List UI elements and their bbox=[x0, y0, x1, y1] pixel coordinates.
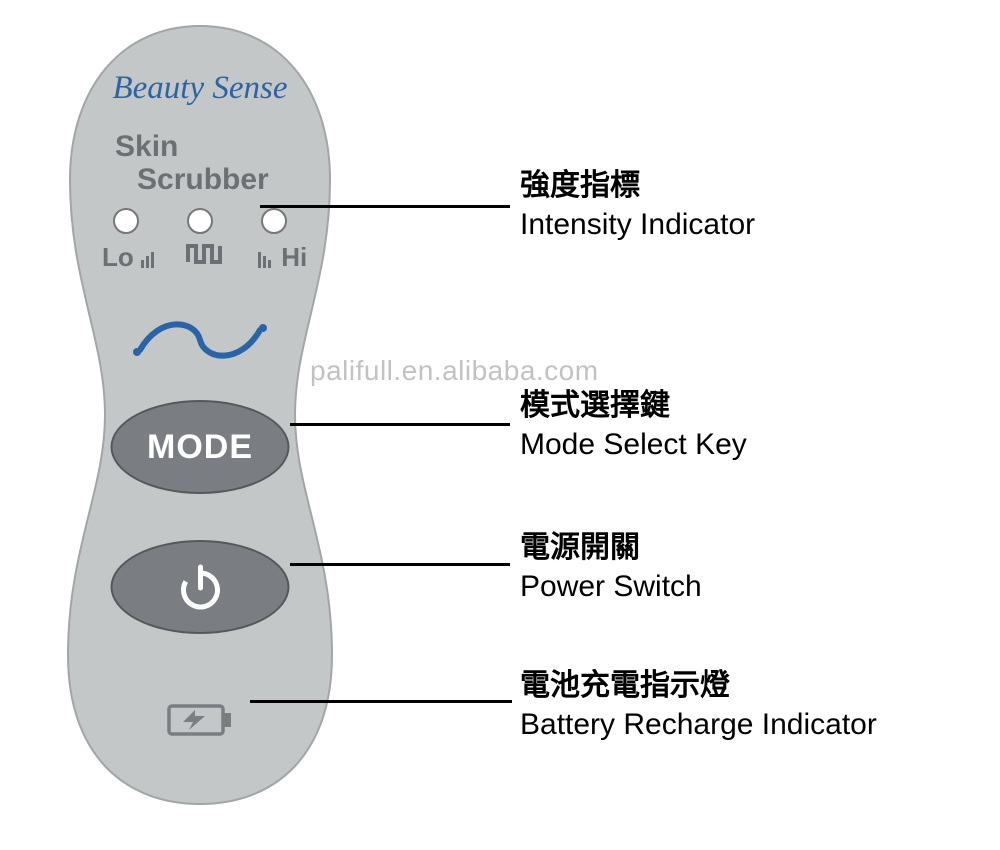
callout-power: 電源開關 Power Switch bbox=[520, 522, 702, 604]
power-icon bbox=[175, 562, 225, 612]
intensity-indicators bbox=[60, 208, 340, 234]
callout-intensity: 強度指標 Intensity Indicator bbox=[520, 160, 755, 242]
product-line1: Skin bbox=[115, 130, 269, 163]
callout-power-cn: 電源開關 bbox=[520, 522, 702, 566]
callout-battery-cn: 電池充電指示燈 bbox=[520, 660, 877, 704]
indicator-lo-icon bbox=[113, 208, 139, 234]
callout-battery-en: Battery Recharge Indicator bbox=[520, 708, 877, 742]
wave-icon bbox=[60, 310, 340, 375]
callout-line-4 bbox=[250, 700, 512, 703]
callout-mode: 模式選擇鍵 Mode Select Key bbox=[520, 380, 747, 462]
callout-line-3 bbox=[290, 563, 510, 566]
hi-bars-icon bbox=[258, 246, 274, 268]
mid-wave-icon bbox=[186, 240, 226, 275]
callout-battery: 電池充電指示燈 Battery Recharge Indicator bbox=[520, 660, 877, 742]
mode-button-label: MODE bbox=[147, 428, 253, 467]
callout-mode-en: Mode Select Key bbox=[520, 428, 747, 462]
callout-intensity-en: Intensity Indicator bbox=[520, 208, 755, 242]
callout-intensity-cn: 強度指標 bbox=[520, 160, 755, 204]
hi-label: Hi bbox=[258, 242, 307, 273]
mode-button[interactable]: MODE bbox=[111, 400, 290, 494]
callout-mode-cn: 模式選擇鍵 bbox=[520, 380, 747, 424]
callout-power-en: Power Switch bbox=[520, 570, 702, 604]
indicator-hi-icon bbox=[261, 208, 287, 234]
product-name: Skin Scrubber bbox=[115, 130, 269, 196]
callout-line-2 bbox=[290, 423, 510, 426]
indicator-mid-icon bbox=[187, 208, 213, 234]
callout-line-1 bbox=[260, 205, 510, 208]
lo-bars-icon bbox=[141, 246, 157, 268]
product-line2: Scrubber bbox=[137, 163, 269, 196]
power-button[interactable] bbox=[111, 540, 290, 634]
device-panel: Beauty Sense Skin Scrubber Lo bbox=[60, 20, 340, 810]
battery-icon bbox=[165, 700, 235, 745]
brand-logo: Beauty Sense bbox=[60, 70, 340, 107]
lo-label: Lo bbox=[102, 242, 157, 273]
